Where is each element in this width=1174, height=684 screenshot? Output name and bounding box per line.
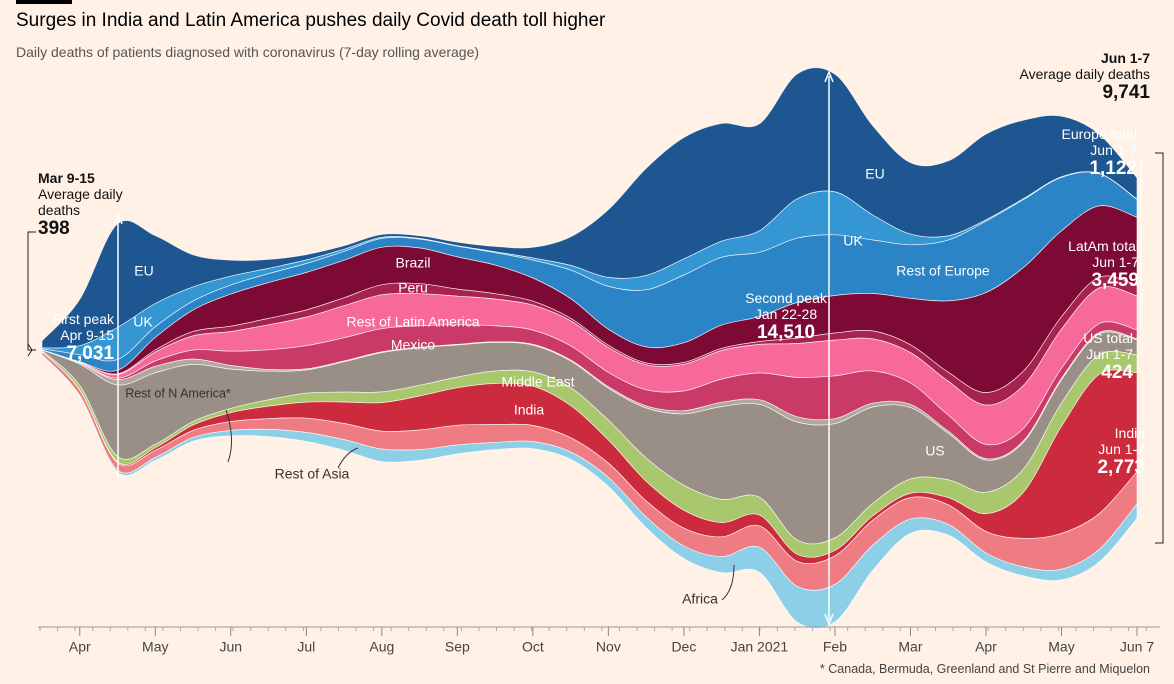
annotation-line: Jun 1-7	[1092, 254, 1139, 270]
series-label: Middle East	[501, 374, 574, 390]
annotation-line: 398	[38, 218, 70, 239]
x-tick-label: Nov	[596, 639, 621, 655]
stream-area	[41, 353, 1138, 629]
x-tick-label: Mar	[898, 639, 922, 655]
decorations	[27, 69, 1164, 628]
annotation-line: Jan 22-28	[754, 306, 818, 322]
annotation-line: 3,459	[1091, 270, 1139, 291]
brand-bar	[16, 0, 72, 4]
x-tick-label: Jul	[297, 639, 315, 655]
arrow-head	[824, 69, 834, 83]
annotation-line: 424	[1101, 362, 1133, 383]
x-tick-label: Dec	[671, 639, 696, 655]
annotation-line: Average daily deaths	[1019, 66, 1151, 82]
series-label: Brazil	[395, 255, 430, 271]
annotation-line: US total	[1083, 330, 1133, 346]
x-tick-label: Jan 2021	[731, 639, 789, 655]
series-label: Rest of N America*	[125, 386, 231, 400]
arrow-head	[824, 613, 834, 627]
x-tick-label: Apr	[975, 639, 997, 655]
series-label: Africa	[682, 591, 718, 607]
x-tick-label: Sep	[445, 639, 470, 655]
annotation-line: Europe total	[1061, 126, 1138, 142]
annotation-line: 7,031	[66, 343, 114, 364]
x-tick-label: Oct	[522, 639, 544, 655]
annotation-line: Jun 1-7	[1086, 346, 1133, 362]
series-label: Rest of Asia	[275, 466, 350, 482]
series-label: US	[925, 443, 944, 459]
annotation-line: Jun 1-7	[1090, 142, 1137, 158]
x-tick-label: May	[1048, 639, 1074, 655]
x-axis-ticks: Apr May Jun Jul Aug Sep Oct Nov Dec Jan 2021 Feb Ma…	[39, 627, 1154, 655]
annotation: LatAm total Jun 1-7 3,459	[1029, 238, 1139, 292]
annotation: Second peak Jan 22-28 14,510	[726, 290, 846, 344]
x-tick-label: Apr	[69, 639, 91, 655]
series-label: India	[514, 402, 545, 418]
annotation-line: 2,773	[1097, 457, 1145, 478]
annotation: Jun 1-7 Average daily deaths 9,741	[970, 50, 1151, 104]
x-tick-label: Aug	[369, 639, 394, 655]
x-tick-label: Feb	[823, 639, 847, 655]
annotation-line: LatAm total	[1068, 238, 1139, 254]
series-label: Peru	[398, 280, 428, 296]
arrow-head	[113, 211, 123, 225]
chart-subtitle: Daily deaths of patients diagnosed with …	[16, 44, 480, 60]
series-label: Rest of Europe	[896, 263, 990, 279]
leader-line	[225, 409, 232, 463]
left-bracket	[27, 231, 36, 357]
annotation-line: Jun 1-7	[1100, 50, 1150, 66]
chart-title: Surges in India and Latin America pushes…	[16, 10, 606, 31]
annotation-line: Apr 9-15	[60, 327, 114, 343]
annotation-line: Average daily deaths	[38, 186, 123, 218]
stream-areas	[41, 67, 1138, 629]
series-label: Rest of Latin America	[346, 314, 479, 330]
footnote: * Canada, Bermuda, Greenland and St Pier…	[819, 662, 1150, 676]
annotation: India Jun 1-7 2,773	[1055, 425, 1145, 479]
annotation-line: First peak	[52, 311, 114, 327]
leader-line	[721, 564, 735, 601]
annotation-line: India	[1114, 425, 1145, 441]
annotation-line: Second peak	[745, 290, 827, 306]
x-tick-label: Jun	[220, 639, 243, 655]
series-label: UK	[843, 233, 863, 249]
series-label: UK	[133, 314, 153, 330]
annotation: First peak Apr 9-15 7,031	[4, 311, 114, 365]
annotation: Mar 9-15 Average daily deaths 398	[38, 170, 138, 240]
annotation-line: 9,741	[1102, 82, 1150, 103]
annotation-line: Jun 1-7	[1098, 441, 1145, 457]
leader-line	[337, 447, 359, 469]
annotation-line: 14,510	[756, 322, 816, 343]
annotation-line: 1,122	[1089, 158, 1137, 179]
series-labels: EU EU UK UK Rest of Europe Brazil Peru Rest of …	[125, 166, 990, 607]
right-bracket	[1155, 152, 1164, 544]
annotation-line: Mar 9-15	[38, 170, 95, 186]
series-label: EU	[865, 166, 884, 182]
x-tick-label: May	[142, 639, 168, 655]
annotation: Europe total Jun 1-7 1,122	[1027, 126, 1138, 180]
annotation: US total Jun 1-7 424	[1043, 330, 1133, 384]
series-label: EU	[134, 263, 153, 279]
x-tick-label: Jun 7	[1120, 639, 1154, 655]
series-label: Mexico	[391, 337, 436, 353]
